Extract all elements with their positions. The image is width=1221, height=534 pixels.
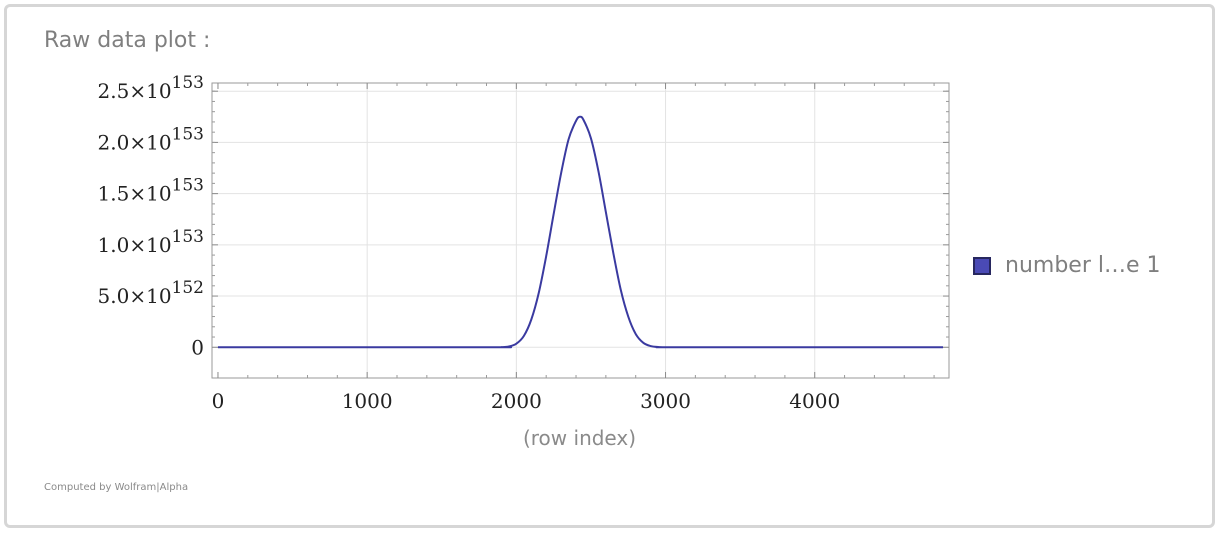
y-tick-mantissa: 1.0×10 — [98, 233, 172, 257]
pod-title: Raw data plot : — [44, 28, 211, 53]
y-tick-label: 5.0×10152 — [98, 278, 204, 308]
axis-ticks — [212, 83, 949, 378]
plot-frame — [211, 82, 950, 379]
x-tick-label: 1000 — [342, 389, 393, 413]
series-line — [217, 115, 944, 349]
x-axis-title: (row index) — [523, 426, 636, 450]
y-tick-label: 1.5×10153 — [98, 176, 204, 206]
legend-swatch — [973, 256, 991, 275]
x-tick-label: 4000 — [789, 389, 840, 413]
y-tick-label: 2.0×10153 — [98, 124, 204, 154]
y-tick-label: 0 — [191, 335, 204, 359]
y-tick-label: 1.0×10153 — [98, 227, 204, 257]
series-layer — [217, 115, 944, 349]
y-tick-exponent: 153 — [172, 73, 204, 93]
computed-by-footer: Computed by Wolfram|Alpha — [44, 482, 189, 493]
y-tick-mantissa: 5.0×10 — [98, 284, 172, 308]
y-tick-mantissa: 2.5×10 — [98, 79, 172, 103]
legend-label: number l…e 1 — [1005, 253, 1161, 278]
y-tick-exponent: 153 — [172, 124, 204, 144]
tick-labels: 0 1000 2000 3000 400005.0×101521.0×101531.5×… — [98, 73, 841, 413]
y-tick-exponent: 153 — [172, 227, 204, 247]
x-tick-label: 3000 — [640, 389, 691, 413]
grid-lines — [212, 83, 949, 378]
legend: number l…e 1 — [973, 253, 1161, 278]
y-tick-exponent: 152 — [172, 278, 204, 298]
y-tick-label: 2.5×10153 — [98, 73, 204, 103]
y-tick-mantissa: 0 — [191, 335, 204, 359]
y-tick-mantissa: 2.0×10 — [98, 130, 172, 154]
x-tick-label: 0 — [212, 389, 225, 413]
x-tick-label: 2000 — [491, 389, 542, 413]
y-tick-exponent: 153 — [172, 176, 204, 196]
y-tick-mantissa: 1.5×10 — [98, 182, 172, 206]
